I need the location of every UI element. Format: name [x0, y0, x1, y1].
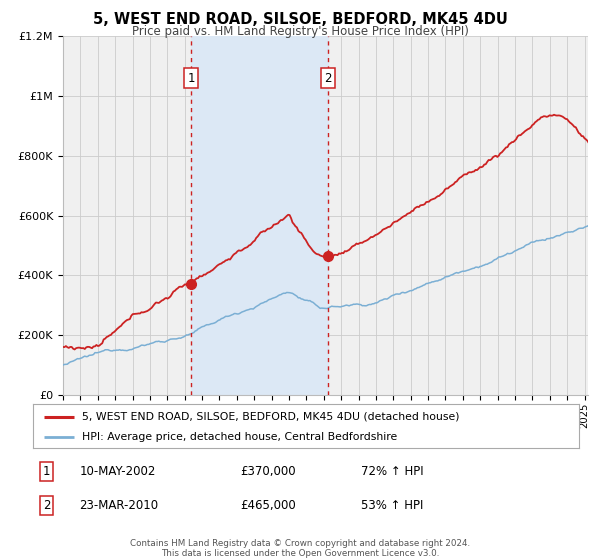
Text: 53% ↑ HPI: 53% ↑ HPI: [361, 499, 423, 512]
Text: 1: 1: [43, 465, 50, 478]
Text: HPI: Average price, detached house, Central Bedfordshire: HPI: Average price, detached house, Cent…: [82, 432, 397, 442]
Text: 5, WEST END ROAD, SILSOE, BEDFORD, MK45 4DU: 5, WEST END ROAD, SILSOE, BEDFORD, MK45 …: [92, 12, 508, 27]
Text: 23-MAR-2010: 23-MAR-2010: [79, 499, 158, 512]
Text: Price paid vs. HM Land Registry's House Price Index (HPI): Price paid vs. HM Land Registry's House …: [131, 25, 469, 38]
Text: 2: 2: [324, 72, 331, 85]
Text: Contains HM Land Registry data © Crown copyright and database right 2024.
This d: Contains HM Land Registry data © Crown c…: [130, 539, 470, 558]
Text: 10-MAY-2002: 10-MAY-2002: [79, 465, 156, 478]
Text: 5, WEST END ROAD, SILSOE, BEDFORD, MK45 4DU (detached house): 5, WEST END ROAD, SILSOE, BEDFORD, MK45 …: [82, 412, 460, 422]
Text: 72% ↑ HPI: 72% ↑ HPI: [361, 465, 423, 478]
Text: £465,000: £465,000: [241, 499, 296, 512]
Text: £370,000: £370,000: [241, 465, 296, 478]
Text: 1: 1: [187, 72, 194, 85]
Text: 2: 2: [43, 499, 50, 512]
Bar: [191, 36, 328, 395]
